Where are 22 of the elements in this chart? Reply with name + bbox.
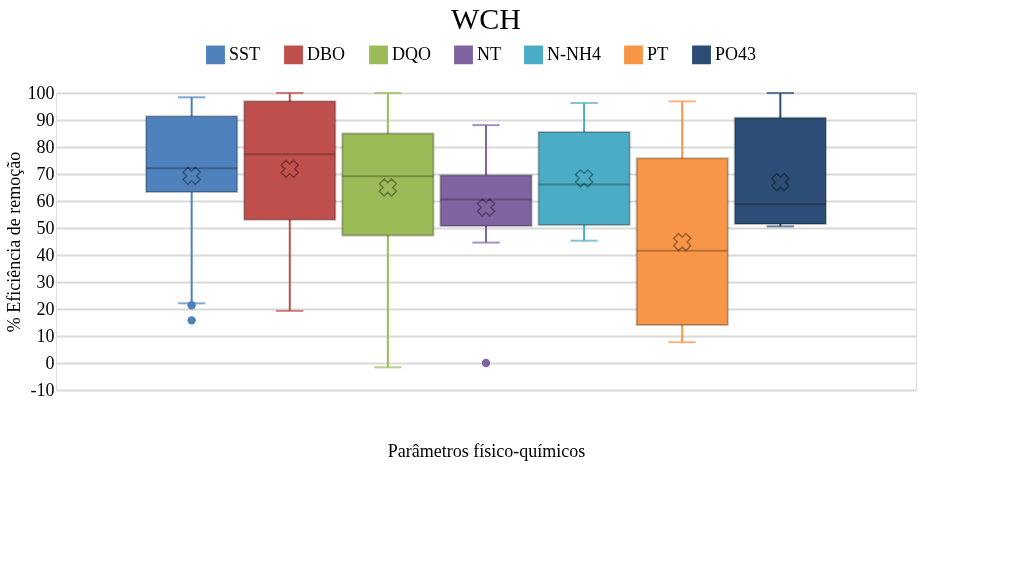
legend-label: N-NH4 bbox=[547, 43, 601, 64]
legend-label: NT bbox=[477, 43, 501, 64]
y-tick-label: 0 bbox=[45, 352, 55, 373]
legend-label: SST bbox=[229, 43, 261, 64]
y-axis-title: % Eficiência de remoção bbox=[3, 151, 24, 333]
y-tick-label: 90 bbox=[36, 109, 55, 130]
y-tick-label: -10 bbox=[30, 379, 55, 400]
y-tick-label: 20 bbox=[36, 298, 55, 319]
y-tick-label: 70 bbox=[36, 163, 55, 184]
y-tick-label: 80 bbox=[36, 136, 55, 157]
legend-label: DQO bbox=[392, 43, 431, 64]
chart-title: WCH bbox=[451, 2, 521, 35]
x-axis-title: Parâmetros físico-químicos bbox=[387, 440, 586, 461]
legend-label: PO43 bbox=[715, 43, 757, 64]
legend-label: PT bbox=[647, 43, 669, 64]
y-tick-label: 50 bbox=[36, 217, 55, 238]
y-tick-label: 100 bbox=[27, 82, 55, 103]
legend-label: DBO bbox=[307, 43, 346, 64]
y-tick-label: 40 bbox=[36, 244, 55, 265]
y-tick-label: 30 bbox=[36, 271, 55, 292]
y-tick-label: 10 bbox=[36, 325, 55, 346]
y-tick-label: 60 bbox=[36, 190, 55, 211]
